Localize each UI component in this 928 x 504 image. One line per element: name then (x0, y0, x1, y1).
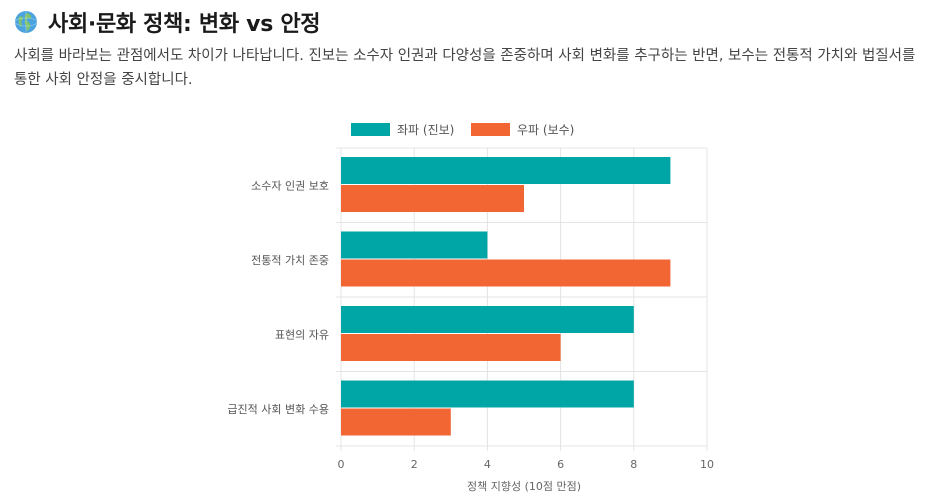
chart-legend: 좌파 (진보) 우파 (보수) (351, 123, 574, 137)
bar-right-1 (341, 259, 671, 287)
category-label: 표현의 자유 (275, 328, 329, 341)
legend-swatch-1 (471, 123, 510, 136)
x-tick-labels: 0 2 4 6 8 10 (338, 458, 715, 471)
bar-left-1 (341, 231, 488, 259)
bar-left-0 (341, 157, 671, 184)
legend-label-0: 좌파 (진보) (397, 123, 454, 137)
bar-left-3 (341, 380, 634, 408)
bar-right-2 (341, 334, 561, 361)
x-tick-label: 2 (411, 458, 418, 471)
bar-right-0 (341, 185, 524, 212)
category-label: 급진적 사회 변화 수용 (227, 403, 329, 416)
legend-swatch-0 (351, 123, 390, 136)
bar-right-3 (341, 408, 451, 436)
page-description: 사회를 바라보는 관점에서도 차이가 나타납니다. 진보는 소수자 인권과 다양… (14, 48, 916, 88)
x-tick-label: 10 (700, 458, 714, 471)
chart-bars (341, 157, 671, 436)
x-tick-label: 6 (557, 458, 564, 471)
category-label: 전통적 가치 존중 (251, 254, 329, 267)
x-axis-title: 정책 지향성 (10점 만점) (467, 480, 581, 493)
globe-icon (14, 11, 38, 33)
x-tick-label: 8 (630, 458, 637, 471)
header: 사회·문화 정책: 변화 vs 안정 사회를 바라보는 관점에서도 차이가 나타… (14, 6, 919, 92)
legend-label-1: 우파 (보수) (517, 123, 574, 137)
page-title: 사회·문화 정책: 변화 vs 안정 (48, 12, 321, 37)
bar-left-2 (341, 306, 634, 333)
x-tick-label: 4 (484, 458, 491, 471)
category-label: 소수자 인권 보호 (251, 179, 329, 192)
title-row: 사회·문화 정책: 변화 vs 안정 (14, 6, 919, 38)
x-tick-label: 0 (338, 458, 345, 471)
